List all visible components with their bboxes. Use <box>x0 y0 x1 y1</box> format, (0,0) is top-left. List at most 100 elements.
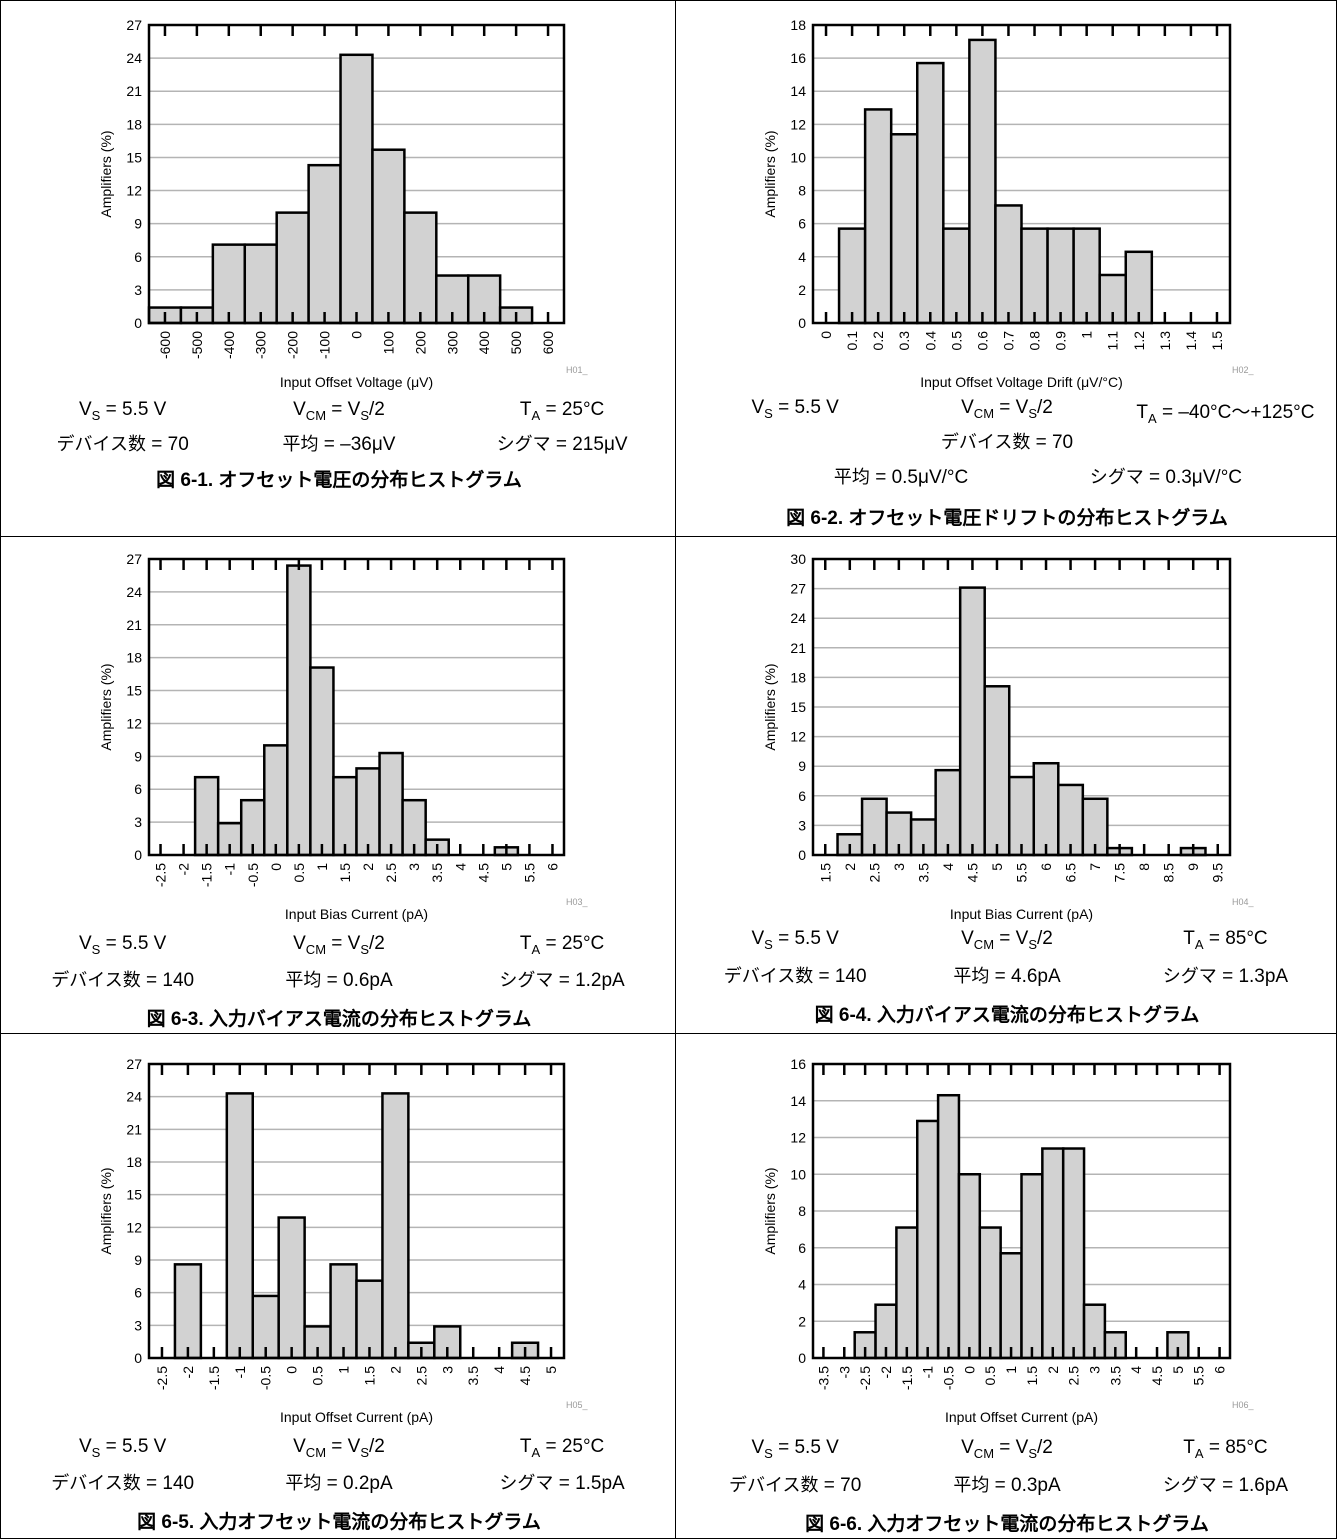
histogram-bar <box>225 1092 254 1360</box>
x-tick-label: 8 <box>1136 863 1152 871</box>
y-tick-label: 27 <box>126 1056 142 1072</box>
condition-text: シグマ = 1.6pA <box>1162 1475 1289 1496</box>
y-tick-label: 9 <box>134 748 142 764</box>
x-tick-label: 7.5 <box>1112 863 1128 883</box>
condition-text: 平均 = 0.6pA <box>285 970 393 991</box>
condition-text: デバイス数 = 140 <box>723 966 867 987</box>
histogram-bar <box>934 768 962 857</box>
y-tick-label: 4 <box>798 1277 806 1293</box>
x-tick-label: 0 <box>268 863 284 871</box>
x-tick-label: 1.5 <box>337 863 353 883</box>
y-tick-label: 21 <box>126 83 142 99</box>
y-tick-label: 12 <box>790 116 806 132</box>
y-tick-label: 24 <box>126 584 142 600</box>
condition-text: デバイス数 = 70 <box>940 432 1074 453</box>
histogram-bar <box>916 61 945 325</box>
histogram-chart: 0 3 6 9 12 15 18 21 24 27 30 1.5 2 2.5 3 3.5 4 4.5 5 5.5 6 6.… <box>762 551 1255 922</box>
condition-text: 平均 = 0.3pA <box>953 1475 1061 1496</box>
figure-code: H06_ <box>1232 1400 1255 1410</box>
histogram-bar <box>1124 250 1154 325</box>
y-axis-label: Amplifiers (%) <box>762 663 778 750</box>
condition-text: デバイス数 = 140 <box>51 970 195 991</box>
x-tick-label: -2.5 <box>153 863 169 887</box>
x-tick-label: -2.5 <box>154 1366 170 1390</box>
y-tick-label: 24 <box>126 50 142 66</box>
plot-frame <box>811 557 1232 857</box>
x-tick-label: -400 <box>221 331 237 359</box>
histogram-bar <box>983 685 1011 857</box>
x-tick-label: 1 <box>1003 1366 1019 1374</box>
y-tick-label: 21 <box>126 617 142 633</box>
histogram-bar <box>1046 227 1075 325</box>
x-tick-label: 3 <box>406 863 422 871</box>
figure-caption: 図 6-3. 入力バイアス電流の分布ヒストグラム <box>146 1009 532 1030</box>
plot-frame <box>147 1062 566 1360</box>
y-axis-label: Amplifiers (%) <box>762 1167 778 1254</box>
histogram-bar <box>1007 775 1036 857</box>
figure-panel-3: 0 3 6 9 12 15 18 21 24 27 -2.5 -2 -1.5 -1 -0.5 0 0.5 1 1.5… <box>0 536 676 1034</box>
y-tick-label: 12 <box>126 183 142 199</box>
y-tick-label: 6 <box>798 788 806 804</box>
x-tick-label: -100 <box>317 331 333 359</box>
y-tick-label: 0 <box>134 315 142 331</box>
y-tick-label: 10 <box>790 1166 806 1182</box>
y-tick-label: 15 <box>126 683 142 699</box>
figure-code: H02_ <box>1232 365 1255 375</box>
y-tick-label: 16 <box>790 50 806 66</box>
histogram-bar <box>329 1263 358 1360</box>
x-tick-label: 6 <box>544 863 560 871</box>
histogram-bar <box>1061 1147 1086 1360</box>
y-tick-label: 0 <box>134 847 142 863</box>
histogram-chart: 0 2 4 6 8 10 12 14 16 18 0 0.1 0.2 0.3 0.4 0.5 0.6 0.7 0.8… <box>762 17 1255 390</box>
y-tick-label: 12 <box>126 715 142 731</box>
condition-text: VS = 5.5 V <box>751 928 839 952</box>
y-tick-label: 6 <box>134 249 142 265</box>
x-axis-label: Input Offset Current (pA) <box>945 1409 1098 1425</box>
histogram-bar <box>173 1263 203 1360</box>
y-tick-label: 12 <box>126 1219 142 1235</box>
x-tick-label: -200 <box>285 331 301 359</box>
y-tick-label: 14 <box>790 1093 806 1109</box>
y-tick-label: 10 <box>790 149 806 165</box>
y-tick-label: 27 <box>126 551 142 567</box>
plot-frame <box>811 1062 1232 1360</box>
histogram-bar <box>889 133 919 325</box>
x-tick-label: 0.1 <box>844 331 860 351</box>
condition-text: 平均 = –36μV <box>282 434 396 455</box>
y-tick-label: 12 <box>790 1130 806 1146</box>
x-tick-label: -2 <box>180 1366 196 1379</box>
histogram-bar <box>958 586 986 857</box>
figure-caption: 図 6-6. 入力オフセット電流の分布ヒストグラム <box>805 1514 1209 1535</box>
x-tick-label: -3.5 <box>815 1366 831 1390</box>
x-tick-label: 1.3 <box>1157 331 1173 351</box>
histogram-bar <box>309 666 335 857</box>
x-tick-label: 1.4 <box>1183 331 1199 351</box>
x-tick-label: 1 <box>336 1366 352 1374</box>
x-tick-label: 5 <box>543 1366 559 1374</box>
histogram-bar <box>978 1226 1002 1360</box>
x-tick-label: 4 <box>491 1366 507 1374</box>
figure-code: H03_ <box>566 897 589 907</box>
x-tick-label: 0.8 <box>1027 331 1043 351</box>
x-tick-label: 1.5 <box>1209 331 1225 351</box>
condition-text: TA = 85°C <box>1183 928 1268 952</box>
x-tick-label: -600 <box>157 331 173 359</box>
x-tick-label: 9 <box>1185 863 1201 871</box>
x-tick-label: 2 <box>387 1366 403 1374</box>
condition-text: VS = 5.5 V <box>78 399 167 423</box>
condition-text: VCM = VS/2 <box>961 1437 1053 1461</box>
histogram-bar <box>837 227 867 325</box>
y-tick-label: 6 <box>798 1240 806 1256</box>
x-tick-label: -1.5 <box>899 1366 915 1390</box>
x-tick-label: 1.5 <box>817 863 833 883</box>
histogram-bar <box>275 211 310 325</box>
y-tick-label: 18 <box>126 650 142 666</box>
x-tick-label: 2 <box>360 863 376 871</box>
histogram-bar <box>277 1216 306 1360</box>
y-tick-label: 8 <box>798 1203 806 1219</box>
figure-panel-4: 0 3 6 9 12 15 18 21 24 27 30 1.5 2 2.5 3 3.5 4 4.5 5 5.5 6 6.… <box>675 536 1337 1034</box>
x-tick-label: -1.5 <box>206 1366 222 1390</box>
